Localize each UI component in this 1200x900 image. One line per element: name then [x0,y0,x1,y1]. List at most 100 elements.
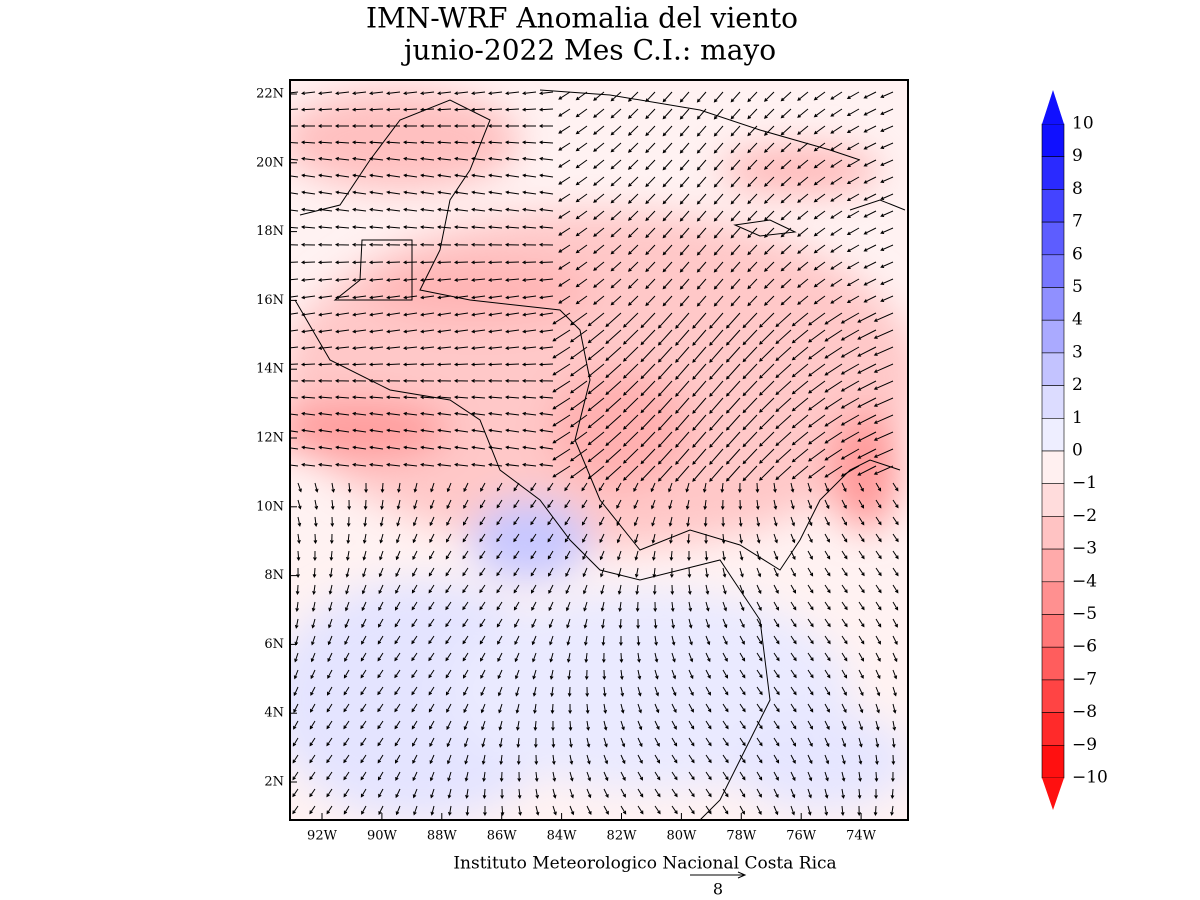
wind-arrow [309,720,316,730]
wind-arrow [652,567,657,578]
wind-arrow [755,482,760,494]
wind-arrow [504,140,520,145]
wind-arrow [713,278,724,290]
wind-arrow [470,242,486,247]
wind-arrow [290,209,299,212]
wind-arrow [863,295,877,303]
wind-arrow [326,788,333,798]
wind-arrow [335,346,350,350]
wind-arrow [696,176,707,188]
wind-arrow [742,414,758,431]
wind-arrow [640,380,656,397]
wind-arrow [581,499,588,509]
wind-arrow [841,652,848,662]
wind-arrow [722,584,727,595]
wind-arrow [419,242,435,247]
wind-arrow [685,499,690,510]
wind-arrow [487,378,503,383]
wind-arrow [295,584,300,596]
wind-arrow [569,329,588,343]
wind-arrow [679,261,690,273]
wind-arrow [368,107,384,112]
wind-arrow [739,703,746,713]
wind-arrow [657,312,673,329]
wind-arrow [634,567,639,578]
wind-arrow [479,499,486,509]
wind-arrow [428,618,435,628]
wind-arrow [705,788,712,798]
wind-arrow [742,346,758,363]
wind-arrow [759,329,775,345]
anomaly-field [290,80,908,820]
wind-arrow [403,173,418,178]
wind-arrow [377,703,384,713]
wind-arrow [840,397,860,409]
wind-arrow [616,516,622,527]
wind-arrow [470,260,486,265]
colorbar-bin [1041,352,1065,386]
wind-arrow [290,380,299,382]
wind-arrow [585,703,590,714]
wind-arrow [637,686,642,697]
wind-arrow [593,244,605,254]
wind-arrow [720,482,725,493]
wind-arrow [875,601,882,611]
wind-arrow [873,329,894,339]
wind-arrow [637,703,642,714]
wind-arrow [539,462,554,467]
wind-arrow [807,618,814,628]
colorbar-bin [1041,679,1065,713]
wind-arrow [487,124,503,128]
wind-arrow [636,635,641,647]
wind-arrow [841,482,847,493]
wind-arrow [808,414,826,428]
wind-arrow [705,652,711,663]
wind-arrow [840,312,860,324]
wind-arrow [857,363,877,374]
wind-arrow [688,771,695,781]
wind-arrow [505,312,520,317]
wind-arrow [566,652,571,663]
wind-arrow [742,465,758,482]
wind-arrow [601,652,606,664]
wind-arrow [807,788,812,799]
wind-arrow [722,669,729,679]
wind-arrow [662,125,673,137]
wind-arrow [780,278,792,289]
lat-label: 2N [264,775,284,790]
wind-arrow [692,465,707,482]
wind-arrow [549,635,554,646]
wind-arrow [504,124,520,128]
wind-arrow [764,261,775,272]
wind-arrow [696,142,707,154]
wind-arrow [671,771,678,781]
wind-arrow [300,378,316,383]
wind-arrow [583,618,588,629]
wind-arrow [368,362,384,367]
colorbar-bin [1041,254,1065,288]
wind-arrow [335,428,350,433]
wind-arrow [713,295,724,307]
colorbar-bin [1041,450,1065,485]
wind-arrow [637,652,641,663]
wind-arrow [292,754,299,764]
wind-arrow [709,465,724,482]
wind-arrow [290,244,299,246]
wind-arrow [637,754,643,764]
wind-arrow [739,754,746,764]
wind-arrow [619,669,624,680]
wind-arrow [453,378,469,383]
wind-arrow [730,91,741,103]
wind-arrow [725,380,741,397]
wind-arrow [552,788,557,799]
wind-arrow [396,516,401,527]
wind-arrow [858,703,864,714]
wind-arrow [471,156,486,161]
wind-arrow [575,142,588,152]
wind-arrow [548,584,554,594]
wind-arrow [679,142,690,154]
wind-arrow [539,173,554,178]
wind-arrow [610,227,622,238]
wind-arrow [688,703,694,713]
lat-label: 8N [264,568,284,583]
